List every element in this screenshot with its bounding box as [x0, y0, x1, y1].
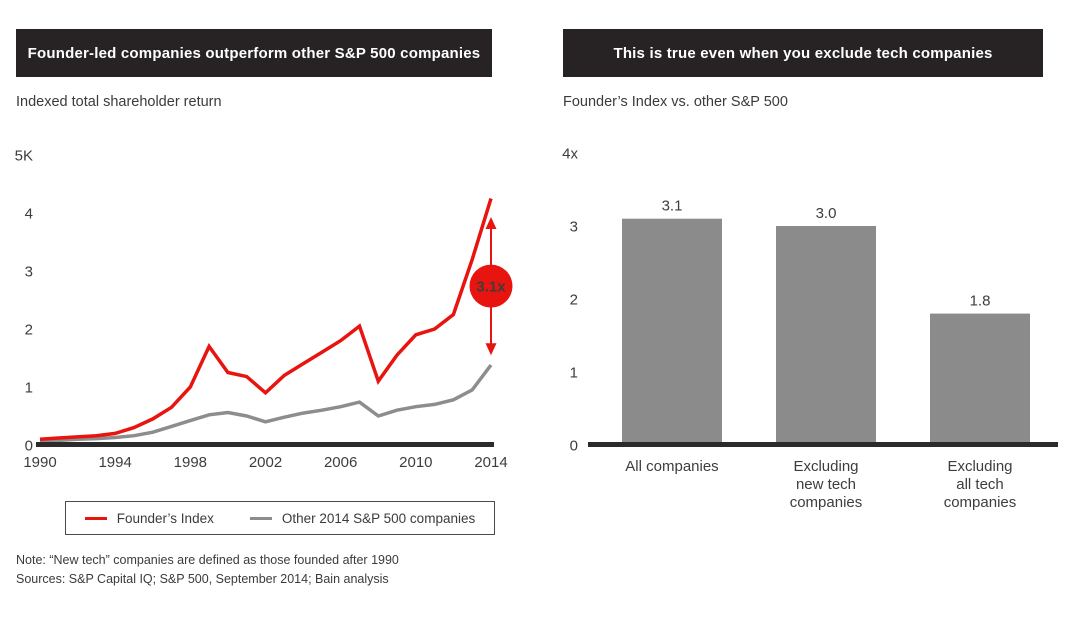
series-line-other-sp500 [39, 363, 493, 443]
other-sp500-legend-swatch [249, 516, 272, 520]
bar-category-label-line: companies [944, 494, 1017, 511]
x-axis-tick-label: 1994 [98, 454, 131, 471]
founders-index-legend-swatch [84, 516, 107, 520]
x-axis-tick-label: 1990 [23, 454, 56, 471]
right-chart-title: This is true even when you exclude tech … [613, 44, 993, 62]
x-axis-tick-label: 2002 [249, 454, 282, 471]
footnote-sources: Sources: S&P Capital IQ; S&P 500, Septem… [16, 572, 389, 586]
line-chart: 0 1 2 3 4 5K 1990 1994 1998 2002 2006 2010 2014 3.1x [15, 148, 513, 471]
y-axis-tick-label: 0 [570, 438, 578, 455]
y-axis-tick-label: 4x [562, 146, 578, 163]
bar [930, 313, 1030, 445]
bar-category-label: Excluding new tech companies [790, 458, 863, 511]
y-axis-tick-label: 3 [570, 219, 578, 236]
footnote-note: Note: “New tech” companies are defined a… [16, 553, 399, 567]
left-chart-title-banner: Founder-led companies outperform other S… [16, 29, 492, 77]
right-chart-title-banner: This is true even when you exclude tech … [563, 29, 1043, 77]
y-axis-tick-label: 1 [25, 380, 33, 397]
multiple-badge-circle [469, 264, 513, 308]
founders-index-legend-label: Founder’s Index [116, 510, 214, 526]
x-axis-tick-label: 2014 [474, 454, 507, 471]
right-chart-subtitle: Founder’s Index vs. other S&P 500 [563, 94, 788, 110]
bar-value-label: 3.1 [662, 198, 683, 215]
bar-value-label: 1.8 [970, 293, 991, 310]
bar [622, 218, 722, 445]
bar-category-label-line: all tech [956, 476, 1004, 493]
bar-category-label-line: companies [790, 494, 863, 511]
y-axis-tick-label: 2 [570, 292, 578, 309]
y-axis-tick-label: 4 [25, 206, 33, 223]
arrowhead-down-icon [485, 343, 497, 356]
x-axis-tick-label: 1998 [174, 454, 207, 471]
footnote-block: Note: “New tech” companies are defined a… [16, 551, 399, 589]
bar [776, 226, 876, 445]
series-line-founders-index [39, 197, 493, 441]
arrowhead-up-icon [485, 216, 497, 229]
y-axis-tick-label: 1 [570, 365, 578, 382]
bar-category-label: Excluding all tech companies [944, 458, 1017, 511]
y-axis-tick-label: 3 [25, 264, 33, 281]
bar-category-label-line: Excluding [947, 458, 1012, 475]
bar-category-label: All companies [625, 458, 718, 475]
x-axis-tick-label: 2010 [399, 454, 432, 471]
multiple-badge-label: 3.1x [476, 279, 506, 296]
left-chart-title: Founder-led companies outperform other S… [27, 44, 481, 62]
bar-category-label-line: All companies [625, 458, 718, 475]
y-axis-tick-label: 2 [25, 322, 33, 339]
other-sp500-legend-label: Other 2014 S&P 500 companies [281, 510, 476, 526]
y-axis-tick-label: 0 [25, 438, 33, 455]
left-chart-subtitle: Indexed total shareholder return [16, 94, 222, 110]
x-axis-tick-label: 2006 [324, 454, 357, 471]
bar-category-label-line: new tech [796, 476, 856, 493]
bar-value-label: 3.0 [816, 205, 837, 222]
bar-category-label-line: Excluding [793, 458, 858, 475]
line-chart-legend: Founder’s Index Other 2014 S&P 500 compa… [65, 501, 495, 535]
y-axis-tick-label: 5K [15, 148, 33, 165]
